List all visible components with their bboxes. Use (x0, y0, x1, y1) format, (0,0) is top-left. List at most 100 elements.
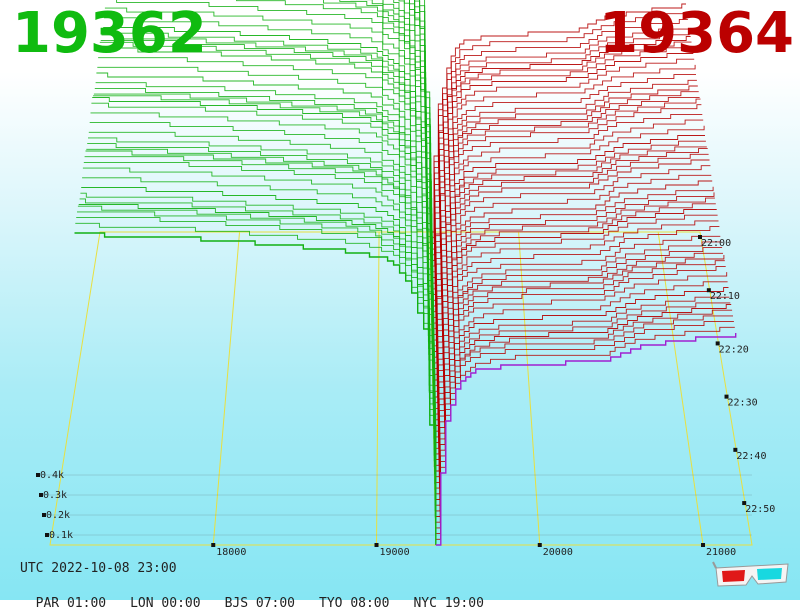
ask-depth-line (433, 209, 717, 426)
ask-depth-line (433, 220, 719, 438)
depth-series (74, 0, 737, 546)
bid-depth-line (91, 102, 435, 424)
ask-depth-line (435, 302, 731, 512)
ask-depth-line (432, 159, 710, 381)
time-tick-marker (706, 288, 711, 293)
bid-depth-line (88, 137, 435, 450)
bid-depth-line (103, 27, 433, 344)
time-tick-marker (715, 341, 720, 346)
ask-depth-line (430, 74, 696, 296)
timezone-par: PAR 01:00 (35, 596, 107, 611)
bid-depth-line (94, 87, 434, 405)
x-tick-marker (211, 543, 216, 547)
ask-depth-line (432, 135, 705, 352)
ask-depth-line (434, 272, 728, 489)
x-tick-label: 18000 (216, 547, 246, 558)
ask-depth-line (435, 296, 730, 506)
ask-depth-line (433, 226, 720, 444)
bid-depth-line (87, 143, 435, 456)
ask-depth-line (430, 36, 691, 261)
ask-depth-line (431, 79, 697, 301)
depth-tick-label: 0.4k (40, 470, 64, 481)
ask-depth-line (433, 203, 716, 421)
ask-depth-line (435, 315, 733, 529)
ask-depth-line (429, 13, 687, 239)
bid-depth-line (393, 0, 432, 283)
ask-depth-line (432, 146, 707, 364)
ask-depth-line (432, 148, 708, 370)
ask-depth-line (433, 214, 718, 432)
bid-depth-line (83, 161, 436, 475)
bid-depth-line (74, 232, 437, 545)
time-tick-label: 22:10 (710, 291, 740, 302)
ask-depth-line (433, 186, 714, 404)
bid-depth-line (104, 17, 433, 338)
ask-depth-line (431, 104, 702, 330)
time-tick-marker (698, 235, 702, 239)
time-tick-label: 22:50 (745, 504, 775, 515)
bid-depth-line (82, 177, 436, 490)
bid-depth-line (99, 41, 433, 363)
ask-depth-line (435, 326, 735, 540)
bid-depth-line (98, 57, 434, 374)
bid-depth-line (77, 211, 436, 524)
ask-depth-line (429, 18, 688, 244)
bid-depth-line (82, 167, 436, 485)
timezone-list: PAR 01:00 LON 00:00 BJS 07:00 TYO 08:00 NYC … (20, 581, 508, 611)
ask-depth-line (431, 96, 700, 318)
bid-depth-line (97, 66, 434, 384)
ask-depth-line (430, 58, 695, 284)
ask-depth-line (433, 192, 715, 409)
bid-depth-line (75, 222, 437, 536)
ask-depth-line (435, 333, 737, 546)
time-tick-marker (724, 394, 729, 399)
depth-tick-marker (42, 513, 46, 517)
depth-tick-label: 0.2k (46, 510, 70, 521)
ask-depth-line (430, 28, 689, 250)
bid-depth-line (99, 47, 434, 368)
bid-depth-line (90, 112, 435, 429)
bid-depth-line (79, 198, 436, 511)
ask-depth-line (433, 197, 715, 415)
ask-depth-line (432, 165, 711, 387)
bid-depth-line (116, 0, 433, 323)
ask-depth-line (433, 235, 721, 449)
ask-depth-line (431, 91, 699, 313)
bid-depth-line (89, 122, 435, 439)
bid-price: 19362 (12, 1, 207, 66)
timezone-bjs: BJS 07:00 (224, 596, 296, 611)
bid-depth-line (80, 192, 436, 506)
ask-depth-line (430, 34, 690, 256)
ask-depth-line (431, 119, 704, 341)
time-tick-label: 22:30 (728, 398, 758, 409)
grid-line-price (212, 231, 241, 546)
x-tick-marker (537, 543, 542, 547)
grid-line-price (518, 231, 541, 546)
ask-depth-line (434, 252, 723, 466)
ask-depth-line (430, 41, 692, 267)
depth-tick-marker (45, 533, 49, 537)
3d-glasses-icon[interactable] (712, 560, 792, 592)
depth-tick-label: 0.3k (43, 490, 67, 501)
ask-depth-line (430, 53, 694, 278)
bid-depth-line (81, 187, 436, 500)
ask-depth-line (435, 309, 733, 523)
bid-depth-line (85, 150, 435, 467)
ask-depth-line (431, 85, 698, 307)
x-tick-label: 20000 (543, 547, 573, 558)
ask-depth-line (432, 140, 706, 358)
ask-depth-line (430, 64, 696, 290)
time-tick-label: 22:00 (701, 238, 731, 249)
bid-depth-line (236, 0, 433, 313)
ask-depth-line (430, 47, 693, 273)
timezone-lon: LON 00:00 (130, 596, 201, 611)
ask-depth-line (432, 153, 709, 375)
ask-depth-line (435, 304, 732, 517)
x-tick-label: 19000 (380, 547, 410, 558)
grid-border (49, 231, 753, 546)
grid-line-price (657, 231, 704, 546)
ask-depth-line (434, 255, 725, 472)
x-tick-label: 21000 (706, 547, 736, 558)
ask-price: 19364 (599, 1, 794, 66)
